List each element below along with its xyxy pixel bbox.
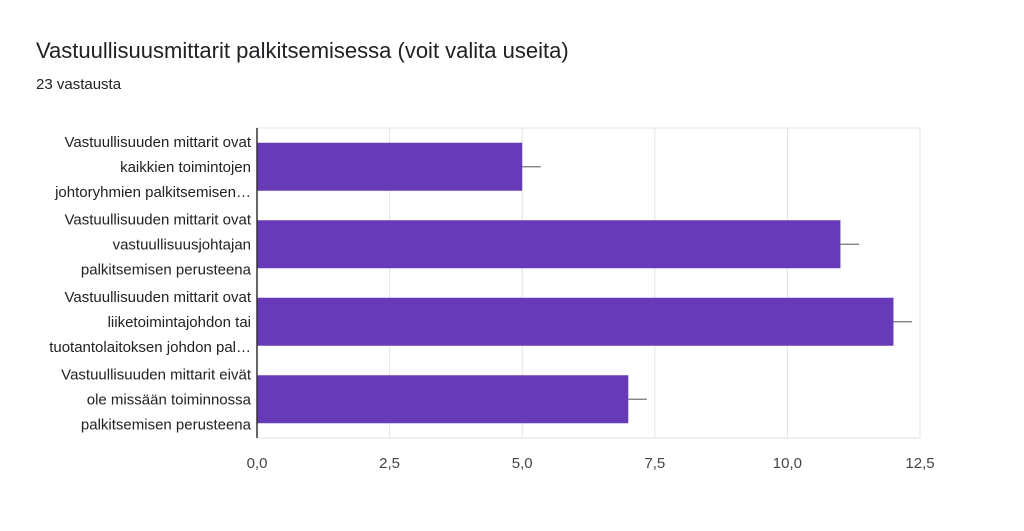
- bar: [257, 142, 523, 191]
- category-label-line: kaikkien toimintojen: [120, 159, 251, 176]
- category-label-line: vastuullisuusjohtajan: [113, 236, 251, 253]
- x-tick-label: 10,0: [773, 455, 802, 472]
- category-label-line: liiketoimintajohdon tai: [108, 314, 251, 331]
- category-label-line: Vastuullisuuden mittarit eivät: [61, 366, 252, 383]
- x-tick-label: 5,0: [512, 455, 533, 472]
- category-label: Vastuullisuuden mittarit ovat liiketoimin…: [49, 289, 252, 356]
- category-label: Vastuullisuuden mittarit ovat vastuullisu…: [65, 211, 252, 278]
- bar: [257, 220, 841, 269]
- category-label-line: Vastuullisuuden mittarit ovat: [65, 134, 252, 151]
- error-bars: [522, 166, 913, 400]
- category-label: Vastuullisuuden mittarit eivät ole missää…: [61, 366, 252, 433]
- category-label-line: Vastuullisuuden mittarit ovat: [65, 289, 252, 306]
- bars: [257, 142, 894, 424]
- category-label: Vastuullisuuden mittarit ovat kaikkien to…: [54, 134, 252, 201]
- category-label-line: tuotantolaitoksen johdon pal…: [49, 339, 251, 356]
- bar: [257, 297, 894, 346]
- response-count: 23 vastausta: [36, 76, 122, 93]
- x-tick-labels: 0,0 2,5 5,0 7,5 10,0 12,5: [247, 455, 935, 472]
- x-tick-label: 12,5: [905, 455, 934, 472]
- x-tick-label: 0,0: [247, 455, 268, 472]
- x-tick-label: 7,5: [644, 455, 665, 472]
- category-label-line: Vastuullisuuden mittarit ovat: [65, 211, 252, 228]
- category-label-line: ole missään toiminnossa: [87, 391, 252, 408]
- category-label-line: palkitsemisen perusteena: [81, 416, 252, 433]
- bar: [257, 375, 629, 424]
- category-label-line: johtoryhmien palkitsemisen…: [54, 184, 251, 201]
- category-labels: Vastuullisuuden mittarit ovat kaikkien to…: [49, 134, 252, 434]
- chart-title: Vastuullisuusmittarit palkitsemisessa (v…: [36, 38, 569, 63]
- x-tick-label: 2,5: [379, 455, 400, 472]
- category-label-line: palkitsemisen perusteena: [81, 261, 252, 278]
